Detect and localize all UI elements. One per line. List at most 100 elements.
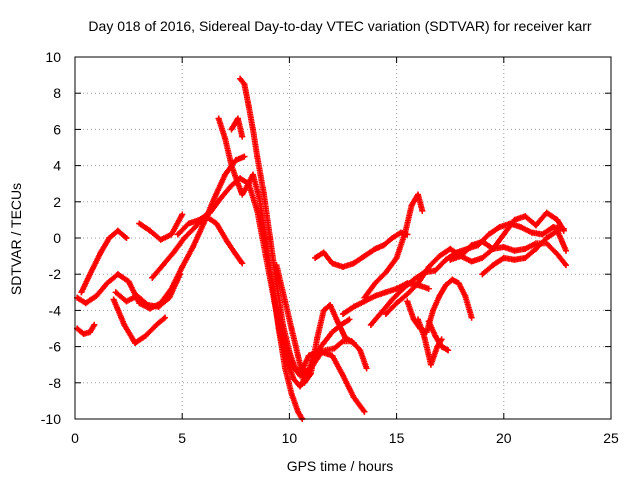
data-point xyxy=(432,332,439,339)
data-point xyxy=(500,254,507,261)
data-point xyxy=(312,254,319,261)
data-point xyxy=(104,280,111,287)
data-point xyxy=(350,260,357,267)
data-point xyxy=(159,262,166,269)
data-point xyxy=(179,263,186,270)
data-point xyxy=(457,253,464,260)
data-point xyxy=(363,365,370,372)
series-track-8 xyxy=(174,175,368,415)
data-point xyxy=(245,102,252,109)
y-tick-label: 0 xyxy=(53,230,61,246)
data-point xyxy=(288,325,295,332)
data-point xyxy=(468,242,475,249)
data-point xyxy=(241,81,248,88)
data-point xyxy=(382,289,389,296)
data-point xyxy=(314,334,321,341)
data-point xyxy=(447,256,454,263)
data-point xyxy=(415,280,422,287)
data-point xyxy=(254,153,261,160)
series-track-22 xyxy=(447,240,569,269)
data-point xyxy=(500,244,507,251)
data-point xyxy=(532,245,539,252)
data-point xyxy=(97,249,104,256)
data-marks xyxy=(74,75,569,422)
data-point xyxy=(217,195,224,202)
y-tick-label: -8 xyxy=(49,375,62,391)
y-tick-label: 2 xyxy=(53,194,61,210)
data-point xyxy=(234,115,241,122)
data-point xyxy=(389,296,396,303)
data-point xyxy=(543,235,550,241)
data-point xyxy=(562,247,569,254)
data-point xyxy=(479,238,486,245)
data-point xyxy=(415,316,422,323)
data-point xyxy=(320,339,327,346)
data-point xyxy=(170,249,177,256)
data-point xyxy=(256,195,263,202)
data-point xyxy=(331,345,338,352)
data-point xyxy=(177,271,184,278)
series-track-18 xyxy=(382,209,567,318)
data-point xyxy=(560,227,567,234)
x-tick-label: 5 xyxy=(178,430,186,446)
data-point xyxy=(511,216,518,223)
data-point xyxy=(400,285,407,292)
data-point xyxy=(382,269,389,276)
data-point xyxy=(543,209,550,216)
data-point xyxy=(185,220,192,227)
data-point xyxy=(153,321,160,328)
x-tick-label: 0 xyxy=(71,430,79,446)
data-point xyxy=(340,311,346,318)
data-point xyxy=(144,301,151,308)
data-point xyxy=(329,260,336,267)
data-point xyxy=(438,343,445,350)
series-track-12 xyxy=(271,298,353,390)
x-tick-label: 10 xyxy=(282,430,298,446)
data-point xyxy=(142,332,149,339)
data-point xyxy=(436,253,443,260)
data-point xyxy=(82,300,89,307)
data-point xyxy=(393,300,400,307)
y-tick-label: -6 xyxy=(49,339,62,355)
data-point xyxy=(228,182,235,189)
data-point xyxy=(147,227,154,234)
data-point xyxy=(237,75,244,82)
data-point xyxy=(305,352,312,359)
y-tick-label: 8 xyxy=(53,85,61,101)
data-point xyxy=(562,262,569,269)
data-point xyxy=(361,294,368,301)
data-point xyxy=(93,292,100,299)
data-point xyxy=(155,303,162,310)
data-point xyxy=(241,153,248,160)
data-point xyxy=(346,316,353,323)
data-point xyxy=(166,294,173,301)
series-track-1 xyxy=(74,153,248,312)
data-point xyxy=(91,321,98,328)
data-point xyxy=(511,247,518,254)
data-point xyxy=(290,376,297,383)
data-point xyxy=(425,285,432,292)
data-point xyxy=(329,329,336,336)
data-point xyxy=(292,367,299,374)
series-track-16 xyxy=(361,191,426,301)
data-point xyxy=(297,383,304,390)
data-point xyxy=(239,191,246,198)
data-point xyxy=(232,251,239,258)
series-track-3 xyxy=(74,321,98,337)
data-point xyxy=(393,254,400,261)
data-point xyxy=(490,245,497,252)
data-point xyxy=(490,262,497,269)
data-point xyxy=(215,115,222,122)
data-point xyxy=(273,280,280,287)
series-track-4 xyxy=(110,296,169,346)
data-point xyxy=(447,245,454,252)
data-point xyxy=(445,347,452,354)
data-point xyxy=(288,390,295,397)
data-point xyxy=(430,307,437,314)
data-point xyxy=(322,347,329,354)
data-point xyxy=(136,220,143,227)
data-point xyxy=(213,220,220,227)
data-point xyxy=(496,224,503,231)
data-point xyxy=(78,289,85,296)
